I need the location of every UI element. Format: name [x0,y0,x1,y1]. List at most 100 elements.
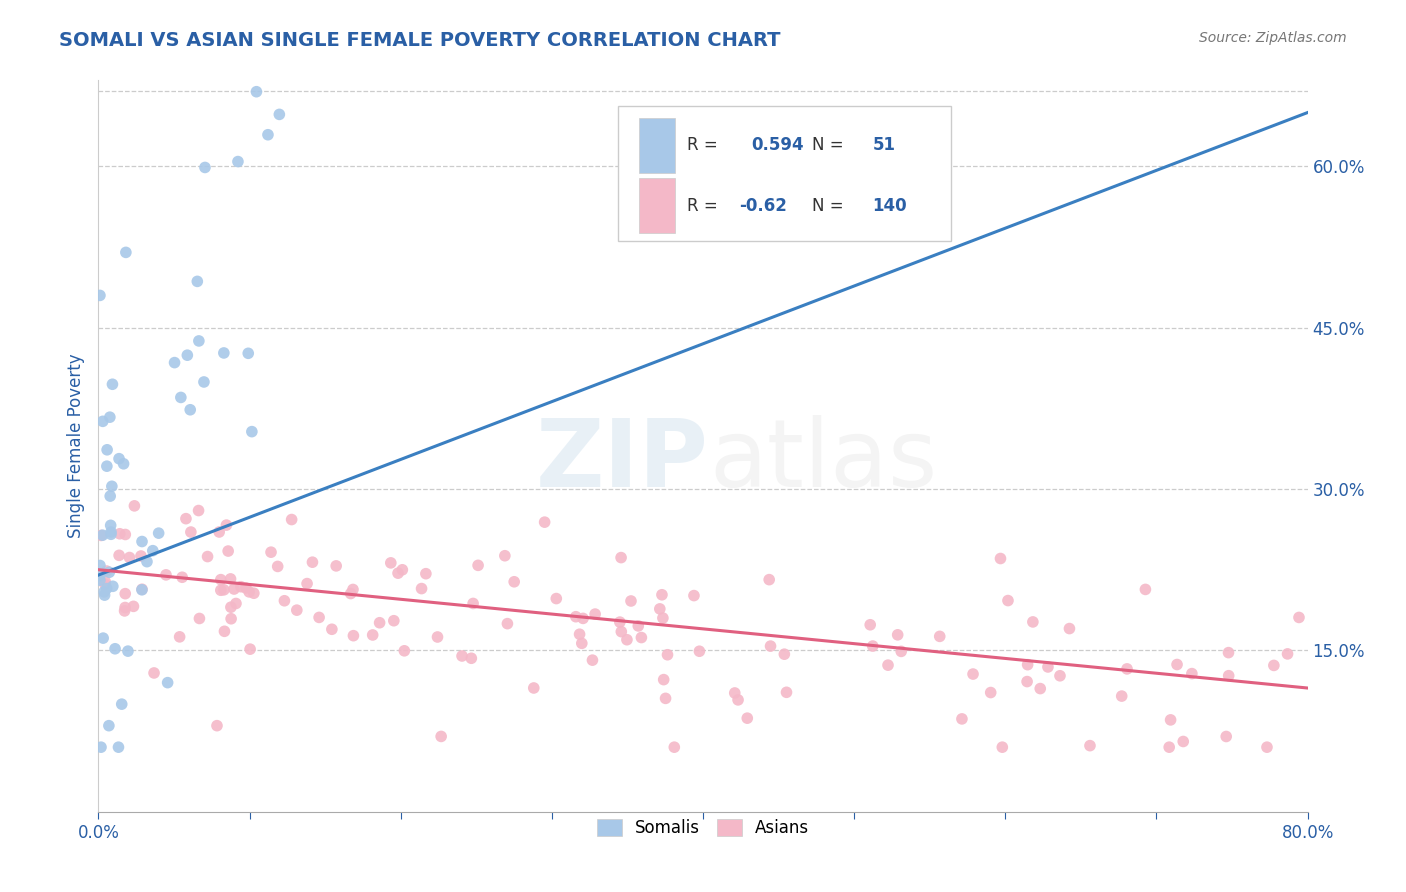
Point [180,524,202,539]
Point [651,611,673,625]
Point [101,479,124,493]
Point [115,245,138,260]
Point [101,377,124,392]
Bar [638,118,675,173]
Point [93,585,115,599]
Point [245,85,267,99]
Point [187,334,209,348]
Point [1215,730,1237,744]
Text: R =: R = [688,196,723,215]
Point [572,611,595,625]
Point [197,549,219,564]
Point [387,566,409,581]
Point [620,594,643,608]
Point [308,610,330,624]
Point [100,524,122,539]
Text: 0.594: 0.594 [751,136,804,154]
Point [1173,734,1195,748]
Point [112,457,135,471]
Point [142,543,165,558]
Point [463,597,485,611]
Point [1135,582,1157,597]
Legend: Somalis, Asians: Somalis, Asians [591,812,815,844]
Point [96,582,118,596]
Point [122,599,145,614]
FancyBboxPatch shape [619,106,950,241]
Point [426,630,449,644]
Point [96,459,118,474]
Text: ZIP: ZIP [536,415,709,507]
Point [107,740,129,755]
Point [98,566,121,580]
Point [1017,674,1039,689]
Point [94,574,117,589]
Point [361,628,384,642]
Point [91,414,114,428]
Point [342,582,364,597]
Point [136,555,159,569]
Point [394,644,416,658]
Point [568,627,591,641]
Point [90,528,112,542]
Point [627,619,650,633]
Point [727,693,749,707]
Point [368,615,391,630]
Point [238,346,260,360]
Point [219,600,242,615]
Text: R =: R = [688,136,723,154]
Point [533,515,555,529]
Point [467,558,489,573]
Point [235,581,257,595]
Point [523,681,546,695]
Point [460,651,482,665]
Point [415,566,437,581]
Point [1022,615,1045,629]
Point [496,616,519,631]
Point [990,551,1012,566]
Point [980,685,1002,699]
Point [1078,739,1101,753]
Point [950,712,973,726]
Point [773,647,796,661]
Point [100,527,122,541]
Point [266,559,288,574]
Point [214,624,236,639]
Point [111,697,134,711]
Point [212,582,235,597]
Point [101,579,124,593]
Point [997,593,1019,607]
Point [652,673,675,687]
Point [155,567,177,582]
Point [391,563,413,577]
Point [321,622,343,636]
Point [609,615,631,629]
Point [1059,622,1081,636]
Point [859,617,882,632]
Point [380,556,402,570]
Point [1181,666,1204,681]
Point [169,630,191,644]
Point [342,629,364,643]
Point [118,550,141,565]
Point [114,604,136,618]
Point [114,600,136,615]
Point [616,632,638,647]
Point [89,568,111,582]
Point [273,593,295,607]
Point [1159,740,1181,755]
Point [301,555,323,569]
Point [648,602,671,616]
Point [411,582,433,596]
Point [217,544,239,558]
Point [240,425,263,439]
Text: -0.62: -0.62 [740,196,787,215]
Point [91,528,114,542]
Point [96,442,118,457]
Text: N =: N = [811,196,849,215]
Point [148,526,170,541]
Point [219,572,242,586]
Point [1263,658,1285,673]
Point [97,719,120,733]
Point [325,558,347,573]
Point [610,624,633,639]
